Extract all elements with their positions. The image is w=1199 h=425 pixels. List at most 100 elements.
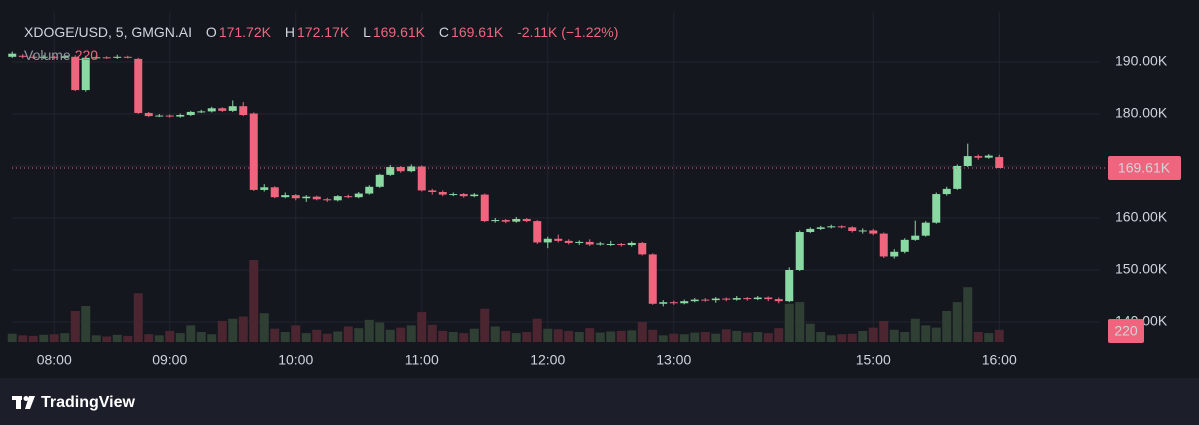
volume-bar <box>49 334 59 342</box>
candle-body <box>806 228 815 233</box>
candle-body <box>900 239 909 252</box>
volume-bar <box>207 334 217 342</box>
volume-bar <box>816 332 826 342</box>
candle-body <box>354 193 363 198</box>
ohlc-key: C <box>438 24 450 40</box>
candle-body <box>638 242 647 255</box>
candle-body <box>984 155 993 158</box>
candle-body <box>249 113 258 190</box>
x-tick-label: 13:00 <box>656 352 691 368</box>
candle-body <box>963 156 972 166</box>
candle-body <box>407 166 416 172</box>
volume-bar <box>910 318 920 342</box>
volume-bar <box>889 329 899 342</box>
volume-box-label: 220 <box>1114 323 1138 339</box>
volume-bar <box>81 305 91 342</box>
volume-bar <box>753 332 763 342</box>
candle-body <box>974 156 983 158</box>
volume-bar <box>721 329 731 342</box>
ohlc-key: O <box>205 24 217 40</box>
ohlc-value: 171.72K <box>218 24 271 40</box>
volume-bar <box>501 330 511 342</box>
volume-bar <box>847 333 857 342</box>
candle-body <box>207 108 216 112</box>
x-tick-label: 11:00 <box>405 352 439 368</box>
candle-body <box>722 298 731 300</box>
candle-body <box>659 302 668 304</box>
axes: 190.00K180.00K170.00K160.00K150.00K140.0… <box>12 53 1181 368</box>
candle-body <box>596 243 605 245</box>
ohlc-value: 172.17K <box>297 24 350 40</box>
volume-bar <box>627 330 637 342</box>
candle-body <box>449 194 458 196</box>
brand-name: TradingView <box>41 394 136 411</box>
volume-bar <box>459 333 469 342</box>
candle-body <box>459 194 468 197</box>
volume-bar <box>742 332 752 342</box>
candle-body <box>890 251 899 257</box>
candles <box>8 51 1004 307</box>
volume-bar <box>28 335 38 342</box>
candle-body <box>848 227 857 231</box>
volume-bar <box>942 310 952 342</box>
volume-bar <box>879 320 889 342</box>
candle-body <box>134 58 143 113</box>
volume-bar <box>165 330 175 342</box>
volume-bar <box>511 333 521 342</box>
volume-bar <box>312 329 322 342</box>
volume-bar <box>543 328 553 342</box>
candle-body <box>291 195 300 199</box>
candle-body <box>228 106 237 111</box>
candle-body <box>869 230 878 234</box>
brand-logo <box>12 396 35 409</box>
volume-bar <box>144 334 154 342</box>
volume-bar <box>963 287 973 342</box>
candle-body <box>60 56 69 58</box>
symbol: XDOGE/USD, 5, GMGN.AI <box>24 24 193 40</box>
volume-bar <box>732 330 742 342</box>
volume-bar <box>553 329 563 342</box>
volume-bar <box>123 335 133 342</box>
volume-bar <box>60 333 70 342</box>
volume-bar <box>175 333 185 342</box>
volume-bar <box>322 333 332 342</box>
volume-bar <box>417 312 427 342</box>
candle-body <box>218 108 227 111</box>
y-tick-label: 190.00K <box>1115 53 1168 69</box>
volume-bar <box>385 329 395 342</box>
volume-bar <box>406 325 416 342</box>
volume-bar <box>154 335 164 342</box>
volume-bar <box>973 332 983 342</box>
candle-body <box>197 111 206 113</box>
candle-body <box>480 194 489 222</box>
ohlc-value: 169.61K <box>451 24 504 40</box>
candle-body <box>554 238 563 241</box>
candle-body <box>953 165 962 189</box>
candle-body <box>491 220 500 222</box>
candle-body <box>911 235 920 240</box>
candle-body <box>564 240 573 243</box>
candle-body <box>312 196 321 200</box>
candle-body <box>239 106 248 116</box>
volume-bar <box>595 332 605 342</box>
candle-body <box>743 298 752 300</box>
volume-bar <box>196 332 206 342</box>
candle-body <box>81 57 90 91</box>
candle-body <box>690 299 699 302</box>
candle-body <box>123 56 132 58</box>
volume-bar <box>690 332 700 342</box>
volume-bar <box>7 333 17 342</box>
volume-bar <box>826 335 836 342</box>
candle-body <box>8 53 17 57</box>
candle-body <box>942 188 951 195</box>
candle-body <box>648 254 657 304</box>
volume-bar <box>438 330 448 342</box>
volume-bar <box>858 330 868 342</box>
volume-bar <box>480 308 490 342</box>
volume-bar <box>364 319 374 342</box>
ohlc-key: H <box>284 24 295 40</box>
volume-bar <box>900 332 910 342</box>
candle-body <box>711 298 720 301</box>
volume-bar <box>217 320 227 342</box>
x-tick-label: 16:00 <box>982 352 1017 368</box>
